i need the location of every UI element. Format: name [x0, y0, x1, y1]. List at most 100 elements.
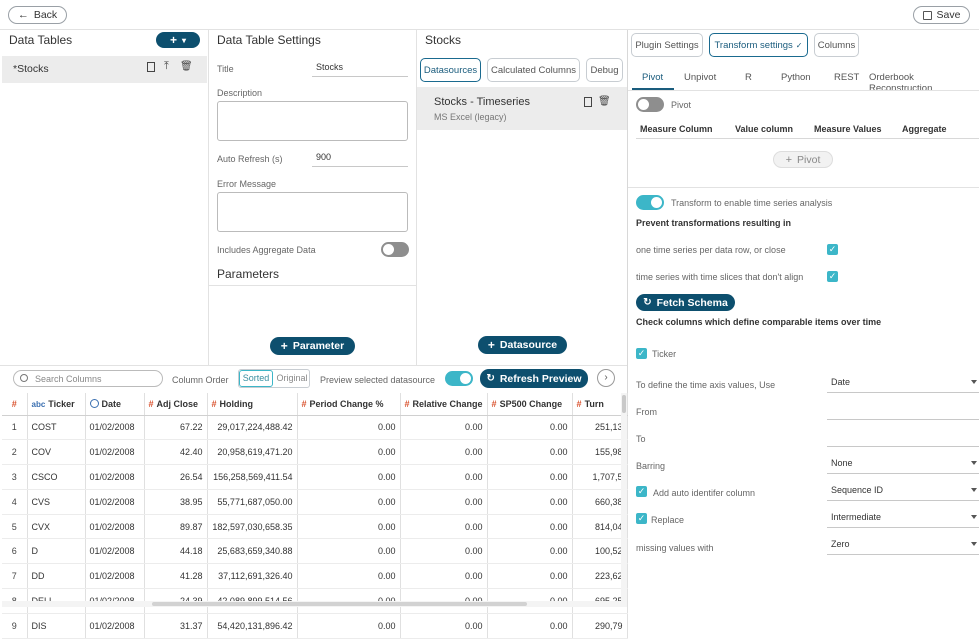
table-row[interactable]: 5 CVX 01/02/2008 89.87 182,597,030,658.35 0.0…: [2, 514, 628, 540]
copy-icon[interactable]: [147, 62, 155, 72]
tab-columns[interactable]: Columns: [814, 33, 859, 57]
back-button[interactable]: ← Back: [8, 6, 67, 24]
stocks-title: Stocks: [425, 33, 462, 47]
to-input[interactable]: [827, 431, 979, 447]
table-cell: 44.18: [144, 538, 208, 565]
table-cell: 0.00: [487, 563, 573, 590]
vertical-scrollbar[interactable]: [621, 393, 627, 607]
prevent-option-2-checkbox[interactable]: ✓: [827, 271, 838, 282]
table-row[interactable]: 6 D 01/02/2008 44.18 25,683,659,340.88 0.00 0.…: [2, 538, 628, 565]
table-row[interactable]: 2 COV 01/02/2008 42.40 20,958,619,471.20 0.00…: [2, 439, 628, 466]
grid-header-date[interactable]: Date: [85, 393, 145, 416]
trash-icon[interactable]: 🗑: [180, 61, 193, 72]
hash-icon: #: [301, 398, 307, 409]
copy-icon[interactable]: [584, 97, 592, 107]
tab-calculated-columns[interactable]: Calculated Columns: [487, 58, 580, 82]
hash-icon: #: [211, 398, 217, 409]
horizontal-scrollbar[interactable]: [2, 601, 621, 607]
upload-icon[interactable]: ⤒: [164, 60, 169, 72]
table-row[interactable]: 9 DIS 01/02/2008 31.37 54,420,131,896.42 0.00…: [2, 613, 628, 639]
description-textarea[interactable]: [217, 101, 408, 141]
sorted-option[interactable]: Sorted: [239, 370, 273, 387]
column-order-toggle[interactable]: Sorted Original: [238, 369, 310, 388]
data-table-item[interactable]: *Stocks ⤒ 🗑: [2, 56, 207, 83]
search-columns-box[interactable]: Search Columns: [13, 370, 163, 387]
subtab-r[interactable]: R: [745, 72, 752, 83]
subtab-python[interactable]: Python: [781, 72, 811, 83]
grid-header-sp500-change[interactable]: # SP500 Change: [487, 393, 573, 416]
prevent-option-1-checkbox[interactable]: ✓: [827, 244, 838, 255]
aggregate-toggle[interactable]: [381, 242, 409, 257]
from-input[interactable]: [827, 404, 979, 420]
fetch-schema-button[interactable]: ↻ Fetch Schema: [636, 294, 735, 311]
grid-header-ticker[interactable]: abc Ticker: [27, 393, 86, 416]
add-datasource-button[interactable]: + Datasource: [478, 336, 567, 354]
scrollbar-thumb[interactable]: [152, 602, 527, 606]
tab-plugin-settings[interactable]: Plugin Settings: [631, 33, 703, 57]
table-row[interactable]: 4 CVS 01/02/2008 38.95 55,771,687,050.00 0.00…: [2, 489, 628, 515]
original-option[interactable]: Original: [276, 373, 308, 383]
subtab-pivot[interactable]: Pivot: [642, 72, 664, 83]
table-cell: 01/02/2008: [85, 439, 145, 466]
table-cell: 54,420,131,896.42: [207, 613, 298, 639]
refresh-preview-button[interactable]: ↻ Refresh Preview: [480, 369, 588, 388]
table-row[interactable]: 3 CSCO 01/02/2008 26.54 156,258,569,411.54 0.…: [2, 464, 628, 490]
time-axis-select[interactable]: Date: [827, 377, 979, 393]
replace-checkbox[interactable]: ✓: [636, 513, 647, 524]
refresh-icon: ↻: [486, 373, 495, 384]
column-order-label: Column Order: [172, 375, 229, 385]
table-row[interactable]: 7 DD 01/02/2008 41.28 37,112,691,326.40 0.00 0…: [2, 563, 628, 590]
data-tables-title: Data Tables: [9, 33, 73, 47]
timeseries-label: Transform to enable time series analysis: [671, 198, 833, 208]
table-cell: 1: [2, 415, 28, 441]
text-type-icon: abc: [31, 399, 46, 409]
missing-values-select[interactable]: Zero: [827, 539, 979, 555]
table-row[interactable]: 1 COST 01/02/2008 67.22 29,017,224,488.42 0.0…: [2, 415, 628, 441]
table-cell: 31.37: [144, 613, 208, 639]
tab-debug[interactable]: Debug: [586, 58, 623, 82]
subtab-unpivot[interactable]: Unpivot: [684, 72, 717, 83]
grid-header-adj-close[interactable]: # Adj Close: [144, 393, 208, 416]
replace-select[interactable]: Intermediate: [827, 512, 979, 528]
table-cell: 290,79: [572, 613, 628, 639]
datasource-item[interactable]: Stocks - Timeseries MS Excel (legacy) 🗑: [417, 87, 627, 130]
hash-icon: #: [148, 398, 154, 409]
pivot-toggle[interactable]: [636, 97, 664, 112]
save-button[interactable]: Save: [913, 6, 970, 24]
scrollbar-thumb[interactable]: [622, 395, 626, 413]
table-cell: 5: [2, 514, 28, 540]
table-cell: 01/02/2008: [85, 415, 145, 441]
table-cell: 0.00: [400, 464, 488, 490]
auto-id-checkbox[interactable]: ✓: [636, 486, 647, 497]
tab-transform-settings[interactable]: Transform settings ✓: [709, 33, 808, 57]
table-cell: 0.00: [297, 538, 401, 565]
grid-header-holding[interactable]: # Holding: [207, 393, 298, 416]
add-parameter-button[interactable]: + Parameter: [270, 337, 355, 355]
grid-header-period-change[interactable]: # Period Change %: [297, 393, 401, 416]
add-pivot-button[interactable]: + Pivot: [773, 151, 833, 168]
replace-label: Replace: [651, 515, 685, 525]
hash-icon: #: [11, 398, 17, 409]
auto-id-select[interactable]: Sequence ID: [827, 485, 979, 501]
grid-header-turnover[interactable]: # Turn: [572, 393, 628, 416]
barring-select[interactable]: None: [827, 458, 979, 474]
preview-toggle[interactable]: [445, 371, 473, 386]
grid-header-index[interactable]: #: [2, 393, 28, 416]
chevron-down-icon: [971, 488, 977, 492]
trash-icon[interactable]: 🗑: [598, 96, 611, 107]
subtab-orderbook[interactable]: Orderbook Reconstruction: [869, 72, 933, 94]
auto-refresh-input[interactable]: 900: [312, 152, 408, 167]
grid-header-relative-change[interactable]: # Relative Change: [400, 393, 488, 416]
table-cell: 0.00: [487, 439, 573, 466]
subtab-rest[interactable]: REST: [834, 72, 860, 83]
add-data-table-button[interactable]: + ▾: [156, 32, 200, 48]
title-input[interactable]: Stocks: [312, 62, 408, 77]
error-message-textarea[interactable]: [217, 192, 408, 232]
table-cell: 01/02/2008: [85, 489, 145, 515]
chevron-right-icon[interactable]: ›: [597, 369, 615, 387]
timeseries-toggle[interactable]: [636, 195, 664, 210]
tab-datasources[interactable]: Datasources: [420, 58, 481, 82]
table-cell: 251,13: [572, 415, 628, 441]
ticker-checkbox[interactable]: ✓: [636, 348, 647, 359]
table-cell: 9: [2, 613, 28, 639]
